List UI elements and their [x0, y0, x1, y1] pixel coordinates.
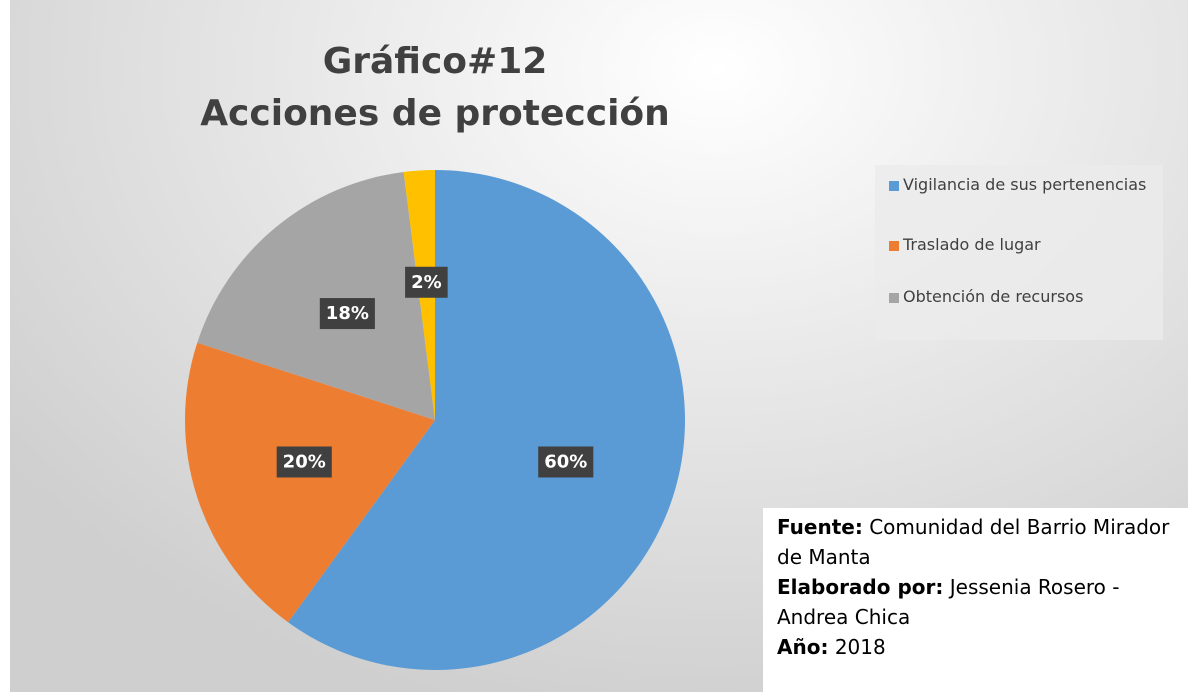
pie-slice — [185, 342, 435, 623]
chart: 60% 20% 18% 2% Gráfico#12 Acciones de prote… — [10, 0, 1188, 692]
legend-item: Traslado de lugar — [889, 233, 1153, 257]
legend-item: Obtención de recursos — [889, 285, 1153, 309]
source-line: Fuente: Comunidad del Barrio Mirador de … — [777, 512, 1174, 572]
data-label-box — [405, 266, 448, 298]
source-label: Año: — [777, 635, 829, 659]
source-text: Jessenia Rosero - Andrea Chica — [777, 575, 1120, 629]
legend: Vigilancia de sus pertenencias Traslado d… — [875, 165, 1163, 340]
title-line: Acciones de protección — [200, 93, 670, 134]
data-label-text: 18% — [326, 303, 369, 324]
source-line: Elaborado por: Jessenia Rosero - Andrea … — [777, 572, 1174, 632]
data-label: 2% — [405, 266, 448, 298]
data-label-box — [276, 446, 332, 478]
title-line: Gráfico#12 — [322, 41, 548, 82]
data-label: 20% — [276, 446, 332, 478]
data-label-box — [319, 298, 375, 330]
data-label-text: 2% — [411, 272, 442, 293]
legend-label: Traslado de lugar — [903, 235, 1041, 254]
source-text: Comunidad del Barrio Mirador de Manta — [777, 515, 1170, 569]
source-text: 2018 — [834, 635, 886, 659]
pie-area: 60% 20% 18% 2% — [185, 170, 685, 670]
source-line: Año: 2018 — [777, 632, 1174, 662]
data-label-box — [538, 446, 594, 478]
source-box: Fuente: Comunidad del Barrio Mirador de … — [763, 508, 1188, 692]
source-label: Elaborado por: — [777, 575, 944, 599]
pie-slice — [288, 170, 685, 670]
pie-slice — [197, 171, 435, 420]
legend-swatch — [889, 293, 899, 303]
source-label: Fuente: — [777, 515, 863, 539]
chart-title: Gráfico#12 Acciones de protección — [10, 36, 860, 140]
data-label: 60% — [538, 446, 594, 478]
legend-swatch — [889, 241, 899, 251]
legend-swatch — [889, 181, 899, 191]
data-label-text: 60% — [544, 451, 587, 472]
data-label: 18% — [319, 298, 375, 330]
data-label-text: 20% — [283, 451, 326, 472]
legend-item: Vigilancia de sus pertenencias — [889, 173, 1153, 197]
legend-label: Obtención de recursos — [903, 287, 1084, 306]
legend-label: Vigilancia de sus pertenencias — [903, 175, 1147, 194]
